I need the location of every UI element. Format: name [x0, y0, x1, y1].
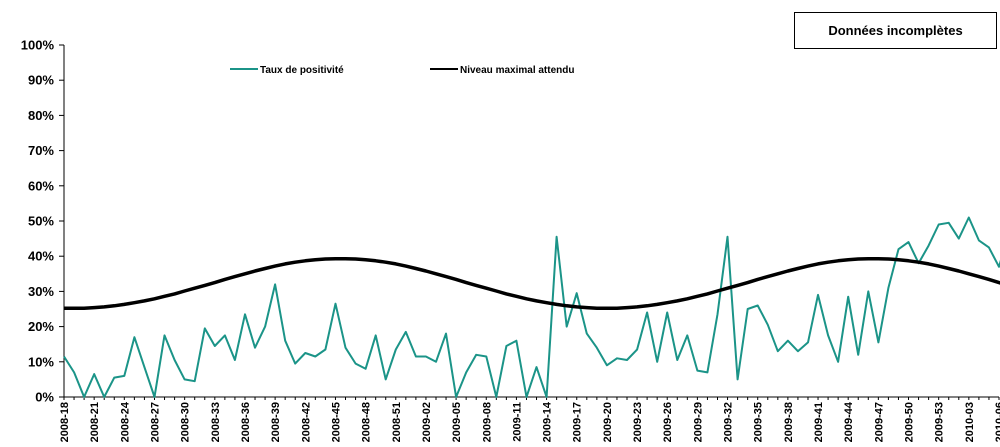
y-tick-label: 10% [28, 354, 54, 369]
x-tick-label: 2008-42 [300, 402, 312, 442]
x-tick-label: 2008-24 [119, 401, 131, 442]
y-tick-label: 20% [28, 319, 54, 334]
x-tick-label: 2008-45 [330, 402, 342, 442]
x-tick-label: 2009-47 [873, 402, 885, 442]
x-tick-label: 2009-50 [904, 402, 916, 442]
series-layer [63, 216, 1000, 398]
incomplete-data-note: Données incomplètes [794, 12, 997, 49]
x-tick-label: 2010-03 [964, 402, 976, 442]
y-tick-label: 40% [28, 249, 54, 264]
x-tick-label: 2009-38 [783, 402, 795, 442]
x-tick-label: 2009-02 [421, 402, 433, 442]
x-tick-label: 2009-14 [542, 401, 554, 442]
x-tick-label: 2009-35 [753, 402, 765, 442]
x-tick-label: 2009-17 [572, 402, 584, 442]
y-tick-label: 50% [28, 214, 54, 229]
y-tick-label: 90% [28, 73, 54, 88]
y-axis-ticks: 0% 10% 20% 30% 40% 50% 60% 70% 80% 90% 100% [21, 38, 64, 405]
x-tick-label: 2009-53 [934, 402, 946, 442]
x-tick-label: 2008-27 [149, 402, 161, 442]
x-tick-label: 2008-30 [180, 402, 192, 442]
series-line-threshold [64, 256, 1000, 311]
x-tick-label: 2009-11 [511, 402, 523, 442]
x-tick-label: 2009-08 [481, 402, 493, 442]
x-tick-label: 2009-05 [451, 402, 463, 442]
x-tick-label: 2008-36 [240, 402, 252, 442]
y-tick-label: 70% [28, 143, 54, 158]
x-tick-label: 2008-39 [270, 402, 282, 442]
x-tick-label: 2009-41 [813, 402, 825, 442]
y-tick-label: 60% [28, 178, 54, 193]
x-tick-label: 2008-21 [89, 402, 101, 442]
x-tick-label: 2009-26 [662, 402, 674, 442]
x-tick-label: 2009-29 [692, 402, 704, 442]
x-tick-label: 2008-18 [59, 402, 71, 442]
y-tick-label: 30% [28, 284, 54, 299]
y-tick-label: 0% [35, 390, 54, 405]
y-tick-label: 100% [21, 38, 55, 53]
y-tick-label: 80% [28, 108, 54, 123]
x-axis-ticks: 2008-18 2008-21 2008-24 2008-27 2008-30 2008-… [59, 397, 1000, 442]
legend-label-positivity: Taux de positivité [260, 65, 344, 76]
x-tick-label: 2008-51 [391, 402, 403, 442]
legend: Taux de positivité Niveau maximal attend… [230, 65, 574, 76]
x-tick-label: 2010-06 [994, 402, 1000, 442]
x-tick-label: 2009-32 [723, 402, 735, 442]
legend-label-threshold: Niveau maximal attendu [460, 65, 574, 76]
x-tick-label: 2009-20 [602, 402, 614, 442]
series-line-positivity [63, 216, 1000, 398]
x-tick-label: 2009-23 [632, 402, 644, 442]
x-tick-label: 2009-44 [843, 401, 855, 442]
x-tick-label: 2008-33 [210, 402, 222, 442]
x-tick-label: 2008-48 [361, 402, 373, 442]
